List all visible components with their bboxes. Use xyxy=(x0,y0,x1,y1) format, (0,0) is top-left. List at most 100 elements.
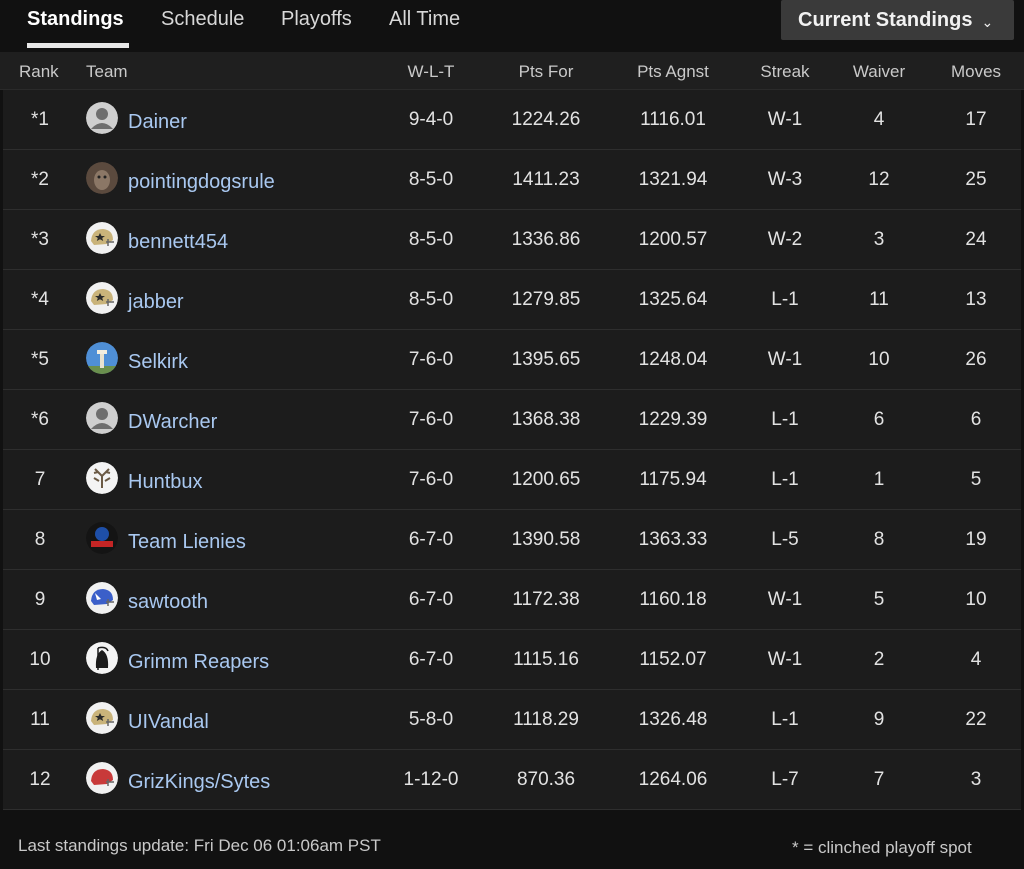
cell-pts-for: 1172.38 xyxy=(512,589,580,610)
table-row[interactable]: 12 GrizKings/Sytes 1-12-0 870.36 1264.06 L-7 7… xyxy=(3,750,1021,810)
cell-streak: W-1 xyxy=(767,649,803,670)
blue-helmet-avatar[interactable] xyxy=(86,582,118,614)
team-name-link[interactable]: UIVandal xyxy=(128,711,209,733)
col-header-pts-for[interactable]: Pts For xyxy=(518,62,574,81)
cell-waiver: 5 xyxy=(873,589,885,610)
gold-helmet-avatar[interactable] xyxy=(86,222,118,254)
cell-streak: L-1 xyxy=(771,409,799,430)
team-name-link[interactable]: bennett454 xyxy=(128,231,229,253)
team-name-link[interactable]: Grimm Reapers xyxy=(128,651,270,673)
default-avatar[interactable] xyxy=(86,402,118,434)
cell-pts-for: 1390.58 xyxy=(511,529,581,550)
cell-rank: 12 xyxy=(29,769,51,790)
cell-pts-agnst: 1248.04 xyxy=(638,349,708,370)
cell-moves: 5 xyxy=(970,469,982,490)
team-name-link[interactable]: Selkirk xyxy=(128,351,189,373)
cell-moves: 24 xyxy=(965,229,987,250)
cell-rank: *5 xyxy=(31,349,49,370)
tower-photo-avatar[interactable] xyxy=(86,342,118,374)
cell-pts-for: 1115.16 xyxy=(513,649,579,670)
cell-pts-agnst: 1175.94 xyxy=(639,469,707,490)
col-header-wlt[interactable]: W-L-T xyxy=(407,62,455,81)
gold-helmet-avatar[interactable] xyxy=(86,282,118,314)
cell-rank: 10 xyxy=(29,649,51,670)
standings-view-dropdown[interactable]: Current Standings ⌄ xyxy=(781,0,1014,40)
table-row[interactable]: 10 Grimm Reapers 6-7-0 1115.16 1152.07 W-1 2 4 xyxy=(3,630,1021,690)
table-row[interactable]: 7 Huntbux 7-6-0 1200.65 1175.94 L-1 1 5 xyxy=(3,450,1021,510)
col-header-rank[interactable]: Rank xyxy=(19,62,59,81)
cell-wlt: 5-8-0 xyxy=(408,709,454,730)
cell-streak: L-7 xyxy=(771,769,799,790)
cell-wlt: 6-7-0 xyxy=(408,649,454,670)
cell-rank: 8 xyxy=(34,529,46,550)
cell-pts-agnst: 1264.06 xyxy=(638,769,708,790)
col-header-moves[interactable]: Moves xyxy=(950,62,1002,81)
red-helmet-avatar[interactable] xyxy=(86,762,118,794)
cell-pts-agnst: 1326.48 xyxy=(638,709,708,730)
table-row[interactable]: 9 sawtooth 6-7-0 1172.38 1160.18 W-1 5 10 xyxy=(3,570,1021,630)
cell-moves: 25 xyxy=(965,169,987,190)
table-row[interactable]: 11 UIVandal 5-8-0 1118.29 1326.48 L-1 9 22 xyxy=(3,690,1021,750)
table-row[interactable]: *6 DWarcher 7-6-0 1368.38 1229.39 L-1 6 6 xyxy=(3,390,1021,450)
cell-wlt: 7-6-0 xyxy=(408,469,454,490)
table-row[interactable]: *5 Selkirk 7-6-0 1395.65 1248.04 W-1 10 26 xyxy=(3,330,1021,390)
cell-pts-agnst: 1200.57 xyxy=(638,229,708,250)
cell-wlt: 8-5-0 xyxy=(408,169,454,190)
team-name-link[interactable]: Dainer xyxy=(128,111,187,133)
cell-moves: 4 xyxy=(970,649,982,670)
tab-all-time[interactable]: All Time xyxy=(389,8,461,30)
table-row[interactable]: 8 Team Lienies 6-7-0 1390.58 1363.33 L-5 8 19 xyxy=(3,510,1021,570)
cell-rank: *2 xyxy=(31,169,49,190)
cell-waiver: 2 xyxy=(873,649,885,670)
cell-pts-agnst: 1152.07 xyxy=(639,649,707,670)
cell-streak: W-3 xyxy=(767,169,803,190)
cell-streak: W-1 xyxy=(767,349,803,370)
dog-photo-avatar[interactable] xyxy=(86,162,118,194)
tab-playoffs[interactable]: Playoffs xyxy=(281,8,352,30)
antler-avatar[interactable] xyxy=(86,462,118,494)
col-header-team[interactable]: Team xyxy=(86,62,128,81)
team-name-link[interactable]: jabber xyxy=(128,291,184,313)
cell-wlt: 8-5-0 xyxy=(408,229,454,250)
team-name-link[interactable]: sawtooth xyxy=(128,591,209,613)
table-row[interactable]: *2 pointingdogsrule 8-5-0 1411.23 1321.94 W-3… xyxy=(3,150,1021,210)
col-header-pts-agnst[interactable]: Pts Agnst xyxy=(637,62,709,81)
cell-waiver: 3 xyxy=(873,229,885,250)
cell-waiver: 10 xyxy=(868,349,890,370)
cell-moves: 6 xyxy=(970,409,982,430)
table-row[interactable]: *3 bennett454 8-5-0 1336.86 1200.57 W-2 3 24 xyxy=(3,210,1021,270)
cell-wlt: 8-5-0 xyxy=(408,289,454,310)
cell-rank: 9 xyxy=(34,589,46,610)
cell-wlt: 6-7-0 xyxy=(408,589,454,610)
col-header-waiver[interactable]: Waiver xyxy=(852,62,906,81)
cell-pts-for: 1411.23 xyxy=(512,169,580,190)
team-name-link[interactable]: Team Lienies xyxy=(128,531,246,553)
gold-helmet-avatar[interactable] xyxy=(86,702,118,734)
cell-pts-agnst: 1116.01 xyxy=(640,109,706,130)
table-row[interactable]: *4 jabber 8-5-0 1279.85 1325.64 L-1 11 13 xyxy=(3,270,1021,330)
cell-pts-for: 1200.65 xyxy=(511,469,581,490)
cell-streak: W-2 xyxy=(767,229,803,250)
team-name-link[interactable]: Huntbux xyxy=(128,471,203,493)
cell-pts-for: 1336.86 xyxy=(511,229,581,250)
active-tab-indicator xyxy=(27,43,129,48)
cell-waiver: 12 xyxy=(868,169,890,190)
last-update-text: Last standings update: Fri Dec 06 01:06a… xyxy=(18,836,381,855)
table-row[interactable]: *1 Dainer 9-4-0 1224.26 1116.01 W-1 4 17 xyxy=(3,90,1021,150)
col-header-streak[interactable]: Streak xyxy=(760,62,810,81)
cell-waiver: 4 xyxy=(873,109,885,130)
cell-streak: L-5 xyxy=(771,529,799,550)
cell-streak: L-1 xyxy=(771,289,799,310)
cell-waiver: 9 xyxy=(873,709,885,730)
team-name-link[interactable]: GrizKings/Sytes xyxy=(128,771,271,793)
cell-moves: 19 xyxy=(965,529,987,550)
reaper-avatar[interactable] xyxy=(86,642,118,674)
team-logo-avatar[interactable] xyxy=(86,522,118,554)
tab-schedule[interactable]: Schedule xyxy=(161,8,245,30)
cell-pts-agnst: 1325.64 xyxy=(638,289,708,310)
team-name-link[interactable]: pointingdogsrule xyxy=(128,171,275,193)
default-avatar[interactable] xyxy=(86,102,118,134)
tab-standings[interactable]: Standings xyxy=(27,8,124,30)
cell-rank: *6 xyxy=(31,409,49,430)
team-name-link[interactable]: DWarcher xyxy=(128,411,218,433)
